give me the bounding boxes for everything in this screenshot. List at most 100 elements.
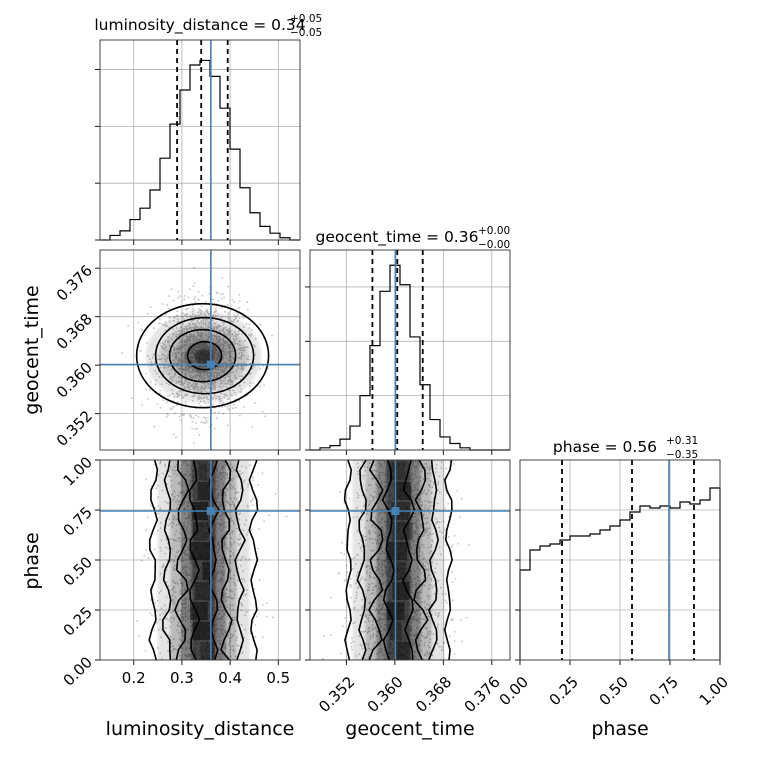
sample-point: [218, 411, 220, 414]
sample-point: [204, 422, 206, 425]
sample-point: [232, 407, 234, 410]
sample-point: [200, 421, 203, 424]
sample-point: [154, 383, 157, 386]
sample-point: [158, 318, 161, 321]
sample-point: [227, 398, 230, 401]
sample-point: [178, 415, 181, 418]
contour-line: [162, 460, 172, 660]
sample-point: [220, 297, 223, 300]
sample-point: [127, 324, 130, 327]
sample-point: [265, 602, 268, 605]
sample-point: [252, 382, 254, 384]
sample-point: [166, 401, 168, 404]
sample-point: [170, 406, 173, 409]
sample-point: [179, 295, 181, 297]
sample-point: [258, 579, 261, 581]
sample-point: [199, 309, 202, 312]
sample-point: [211, 298, 214, 301]
y-tick-label-phase: 0.25: [60, 603, 96, 639]
y-tick-label-geocent-time: 0.368: [53, 310, 96, 353]
sample-point: [150, 599, 152, 601]
sample-point: [153, 327, 155, 329]
sample-point: [350, 642, 352, 645]
sample-point: [451, 619, 454, 621]
sample-point: [263, 384, 266, 387]
axes-frame: [99, 459, 301, 661]
sample-point: [202, 421, 205, 424]
sample-point: [197, 298, 200, 301]
sample-point: [341, 541, 344, 544]
sample-point: [155, 487, 158, 490]
sample-point: [190, 415, 193, 418]
sample-point: [222, 401, 224, 404]
sample-point: [224, 310, 227, 313]
sample-point: [154, 506, 157, 509]
sample-point: [268, 514, 270, 517]
y-tick-label-phase: 0.50: [60, 553, 96, 589]
sample-point: [180, 413, 183, 416]
sample-point: [227, 407, 230, 410]
density-block: [193, 522, 209, 540]
scatter-panel-phase-vs-geocent-time: 0.352 0.360 0.368 0.376: [305, 459, 511, 716]
sample-point: [159, 406, 162, 409]
sample-point: [247, 308, 249, 311]
sample-point: [258, 528, 261, 530]
sample-point: [205, 309, 208, 312]
y-tick-label-phase: 0.75: [60, 503, 96, 539]
sample-point: [173, 412, 176, 415]
histogram-geocent-time: [310, 264, 510, 451]
sample-point: [215, 310, 217, 312]
sample-point: [228, 408, 230, 411]
sample-point: [253, 587, 256, 590]
sample-point: [188, 413, 191, 416]
sample-point: [245, 323, 248, 326]
sample-point: [165, 415, 168, 418]
contour-line: [174, 460, 190, 660]
sample-point: [251, 504, 254, 507]
panel-content: [100, 460, 300, 660]
sample-point: [154, 602, 157, 604]
sample-point: [345, 571, 348, 574]
sample-point: [249, 384, 252, 387]
sample-point: [259, 385, 262, 388]
density-block: [194, 582, 211, 600]
sample-point: [191, 427, 194, 430]
sample-point: [271, 334, 273, 337]
sample-point: [139, 350, 142, 352]
truth-marker: [206, 360, 215, 369]
contour-line: [154, 316, 255, 395]
sample-point: [454, 630, 456, 633]
sample-point: [145, 529, 148, 532]
sample-point: [453, 653, 456, 656]
sample-point: [176, 401, 179, 403]
sample-point: [250, 329, 253, 331]
sample-point: [350, 578, 352, 581]
sample-point: [460, 497, 463, 500]
sample-point: [285, 515, 288, 518]
sample-point: [465, 616, 468, 619]
sample-point: [168, 307, 171, 310]
contour-line: [168, 328, 237, 383]
sample-point: [173, 433, 175, 436]
sample-point: [450, 546, 453, 549]
sample-point: [219, 402, 222, 405]
sample-point: [238, 306, 241, 309]
sample-point: [227, 404, 230, 407]
sample-point: [254, 624, 257, 626]
sample-point: [166, 303, 169, 306]
sample-point: [223, 310, 226, 313]
sample-point: [217, 300, 220, 302]
sample-point: [159, 389, 162, 392]
sample-point: [234, 398, 237, 401]
y-tick-label-geocent-time: 0.376: [53, 261, 96, 304]
sample-point: [168, 316, 171, 319]
sample-point: [349, 583, 352, 586]
sample-point: [184, 400, 187, 403]
sample-point: [211, 403, 214, 406]
sample-point: [246, 301, 248, 304]
sample-point: [256, 547, 259, 550]
sample-point: [175, 404, 178, 407]
truth-marker: [206, 507, 215, 515]
contour-line: [220, 460, 233, 660]
